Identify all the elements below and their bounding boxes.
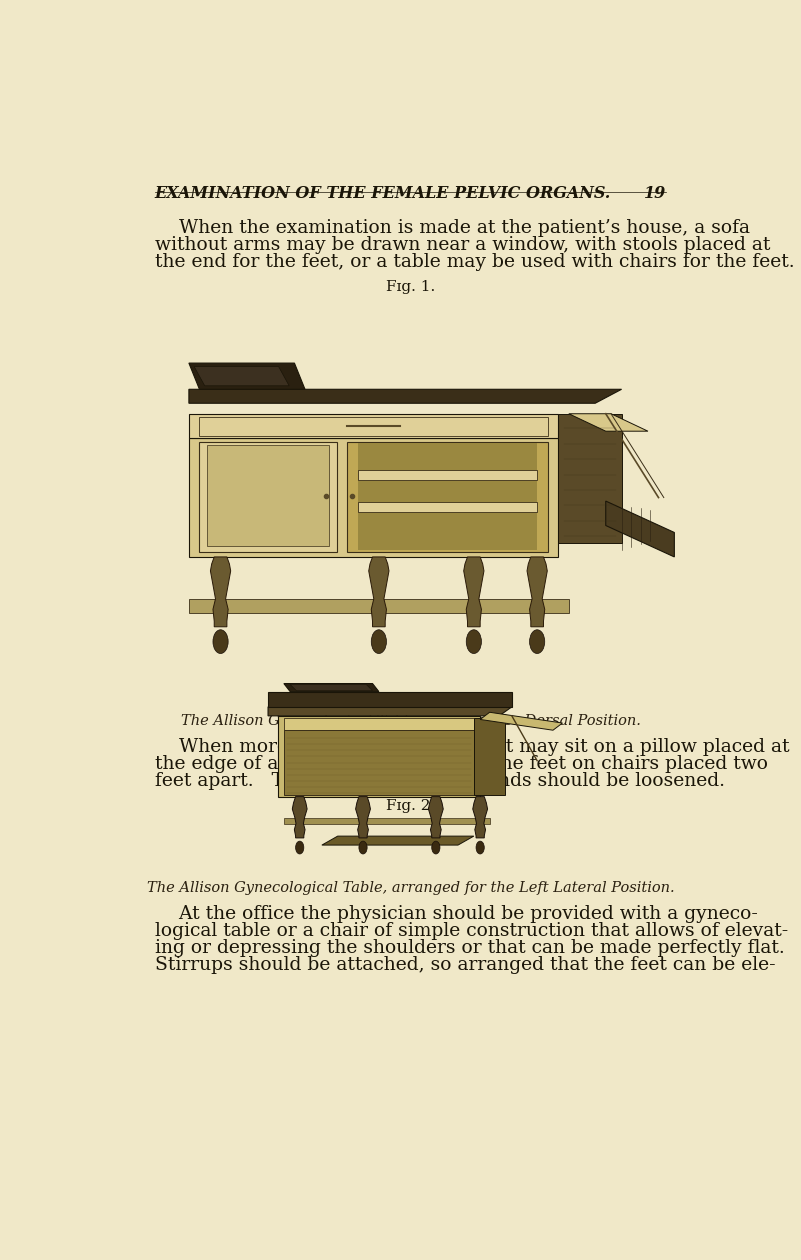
Circle shape xyxy=(371,630,386,654)
Text: When more convenient, the patient may sit on a pillow placed at: When more convenient, the patient may si… xyxy=(155,738,789,756)
FancyBboxPatch shape xyxy=(189,438,558,557)
Text: Fɪg. 1.: Fɪg. 1. xyxy=(386,280,435,294)
Polygon shape xyxy=(464,557,484,626)
Polygon shape xyxy=(569,413,648,431)
Polygon shape xyxy=(211,557,231,626)
Polygon shape xyxy=(429,796,443,838)
Text: feet apart.   The corset and waist-bands should be loosened.: feet apart. The corset and waist-bands s… xyxy=(155,772,725,790)
Polygon shape xyxy=(473,796,488,838)
Polygon shape xyxy=(284,683,379,692)
Circle shape xyxy=(432,842,440,854)
Polygon shape xyxy=(194,367,289,386)
Circle shape xyxy=(529,630,545,654)
Circle shape xyxy=(359,842,367,854)
FancyBboxPatch shape xyxy=(189,413,558,438)
Text: When the examination is made at the patient’s house, a sofa: When the examination is made at the pati… xyxy=(155,219,750,237)
FancyBboxPatch shape xyxy=(189,598,569,612)
Polygon shape xyxy=(606,501,674,557)
Text: the end for the feet, or a table may be used with chairs for the feet.: the end for the feet, or a table may be … xyxy=(155,253,795,271)
FancyBboxPatch shape xyxy=(199,442,336,552)
FancyBboxPatch shape xyxy=(284,818,489,824)
Polygon shape xyxy=(322,837,474,845)
Circle shape xyxy=(296,842,304,854)
Text: 19: 19 xyxy=(644,185,666,202)
FancyBboxPatch shape xyxy=(358,501,537,512)
Circle shape xyxy=(476,842,485,854)
FancyBboxPatch shape xyxy=(277,716,480,796)
FancyBboxPatch shape xyxy=(207,445,328,547)
Circle shape xyxy=(213,630,228,654)
Text: the edge of a bed and lie back with the feet on chairs placed two: the edge of a bed and lie back with the … xyxy=(155,755,767,774)
Polygon shape xyxy=(290,684,372,690)
Text: The Allison Gynecological Table, arranged for the Left Lateral Position.: The Allison Gynecological Table, arrange… xyxy=(147,881,674,895)
Polygon shape xyxy=(268,707,512,716)
Text: Fɪg. 2.: Fɪg. 2. xyxy=(386,799,435,813)
Polygon shape xyxy=(474,718,505,795)
Polygon shape xyxy=(527,557,547,626)
Text: The Allison Gynecological Table, arranged for Dorsal Position.: The Allison Gynecological Table, arrange… xyxy=(180,714,641,728)
Text: logical table or a chair of simple construction that allows of elevat-: logical table or a chair of simple const… xyxy=(155,922,788,940)
FancyBboxPatch shape xyxy=(347,442,548,552)
Text: ing or depressing the shoulders or that can be made perfectly flat.: ing or depressing the shoulders or that … xyxy=(155,939,784,958)
Text: At the office the physician should be provided with a gyneco-: At the office the physician should be pr… xyxy=(155,905,758,924)
Polygon shape xyxy=(558,413,622,543)
Polygon shape xyxy=(480,712,562,731)
Polygon shape xyxy=(292,796,307,838)
Text: Stirrups should be attached, so arranged that the feet can be ele-: Stirrups should be attached, so arranged… xyxy=(155,956,775,974)
Polygon shape xyxy=(268,692,512,707)
Polygon shape xyxy=(189,363,305,389)
Text: EXAMINATION OF THE FEMALE PELVIC ORGANS.: EXAMINATION OF THE FEMALE PELVIC ORGANS. xyxy=(155,185,611,202)
FancyBboxPatch shape xyxy=(358,444,537,549)
Polygon shape xyxy=(356,796,370,838)
FancyBboxPatch shape xyxy=(284,718,474,731)
FancyBboxPatch shape xyxy=(358,470,537,480)
Polygon shape xyxy=(189,389,622,403)
Circle shape xyxy=(466,630,481,654)
Text: without arms may be drawn near a window, with stools placed at: without arms may be drawn near a window,… xyxy=(155,236,770,255)
Polygon shape xyxy=(368,557,389,626)
FancyBboxPatch shape xyxy=(284,731,474,795)
